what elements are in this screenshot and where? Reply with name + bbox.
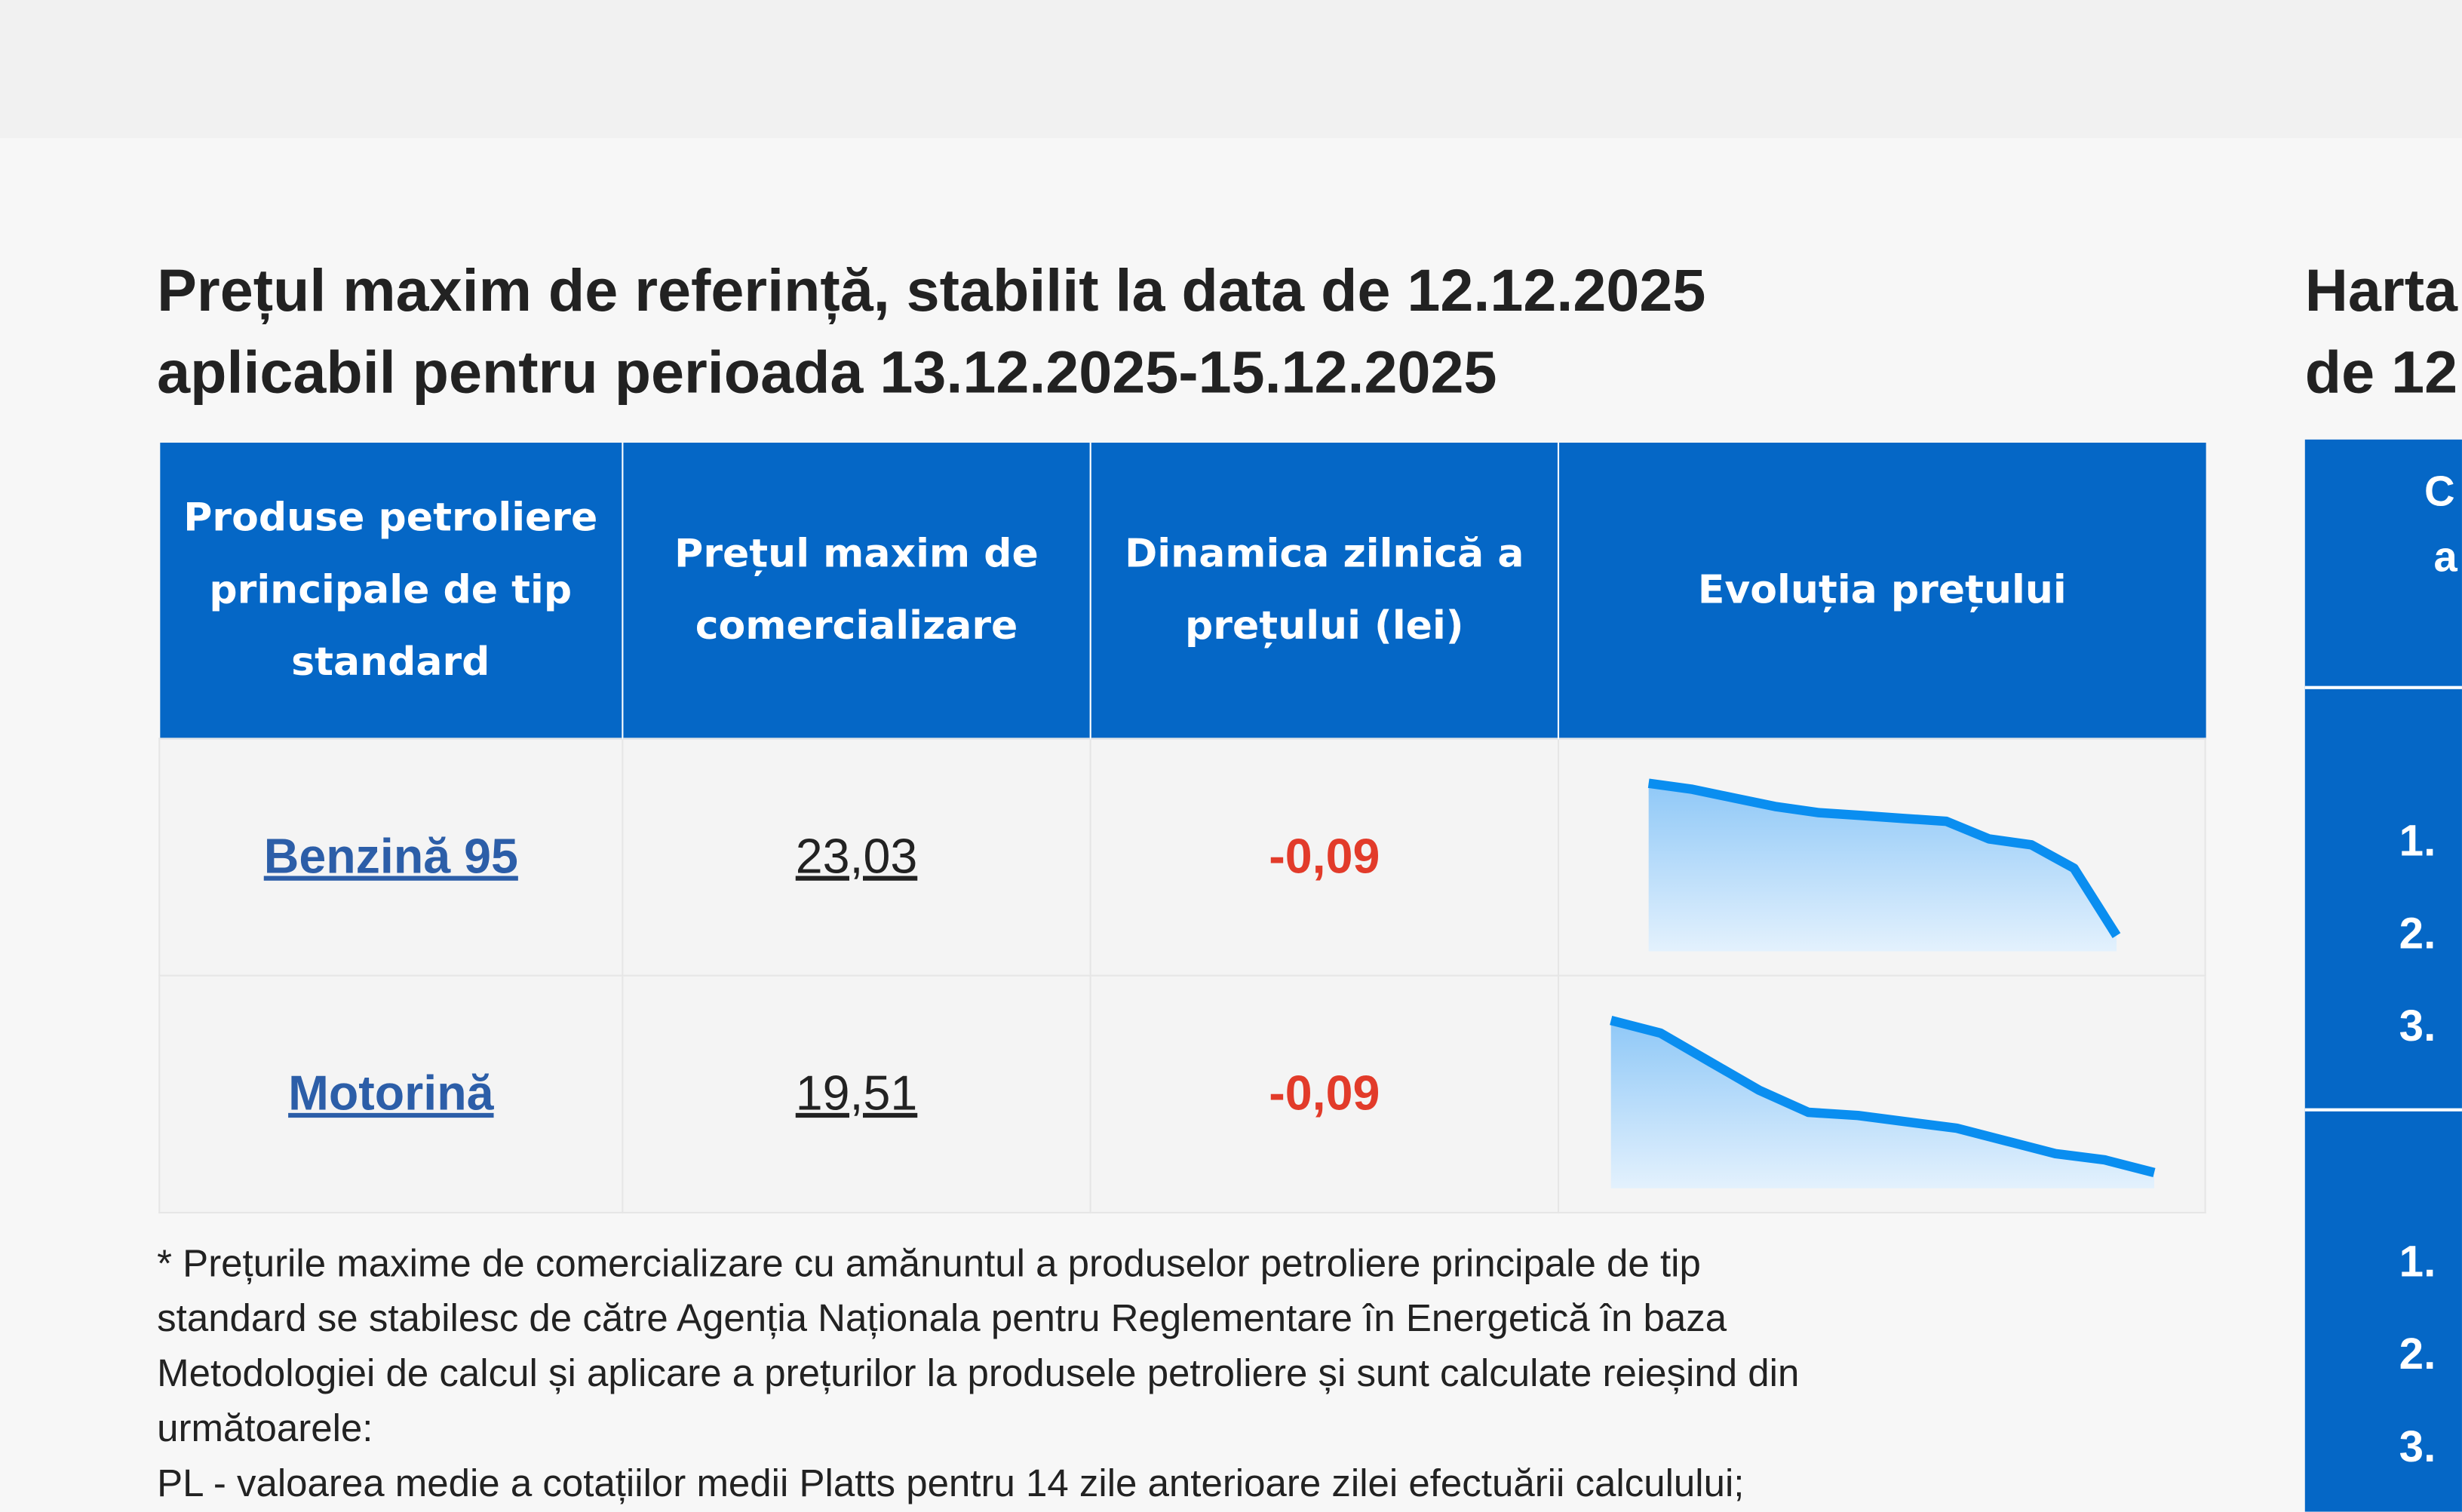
price-table: Produse petroliere principale de tip sta…	[158, 443, 2206, 1214]
sparkline-area	[1610, 1020, 2154, 1188]
price-change: -0,09	[1269, 829, 1380, 884]
list-number: 3.	[2399, 1422, 2436, 1471]
column-header: Dinamica zilnică a prețului (lei)	[1089, 443, 1558, 739]
side-title: Harta	[2304, 259, 2458, 325]
footnote: standard se stabilesc de către Agenția N…	[157, 1298, 1727, 1341]
list-number: 2.	[2399, 909, 2436, 958]
list-number: 1.	[2399, 1237, 2436, 1286]
section-title: aplicabil pentru perioada 13.12.2025-15.…	[157, 340, 1497, 407]
cell	[1557, 974, 2206, 1214]
table-row: Benzină 95 23,03 -0,09	[158, 738, 2206, 977]
column-header: Produse petroliere principale de tip sta…	[159, 443, 623, 739]
side-header: C	[2424, 468, 2455, 515]
footnote: * Prețurile maxime de comercializare cu …	[157, 1243, 1701, 1286]
product-link[interactable]: Motorină	[288, 1066, 494, 1121]
column-header: Evoluția prețului	[1557, 443, 2206, 739]
list-number: 1.	[2399, 816, 2436, 865]
side-table: C a 1. 2. 3. 1. 2. 3.	[2304, 439, 2462, 1512]
sparkline-line	[1610, 1015, 2156, 1178]
cell: Motorină	[158, 974, 624, 1214]
cell: -0,09	[1089, 974, 1560, 1214]
sparkline	[1647, 778, 2121, 952]
cell	[1557, 738, 2206, 977]
list-number: 3.	[2399, 1001, 2436, 1050]
price: 23,03	[795, 829, 918, 884]
footnote: următoarele:	[157, 1408, 373, 1451]
top-bar	[0, 0, 2462, 139]
cell: Benzină 95	[158, 738, 624, 977]
side-header: a	[2433, 533, 2457, 581]
cell: -0,09	[1089, 738, 1560, 977]
price: 19,51	[795, 1066, 918, 1121]
cell: 23,03	[622, 738, 1091, 977]
header-row: Produse petroliere principale de tip sta…	[159, 443, 2206, 739]
column-header: Prețul maxim de comercializare	[622, 443, 1091, 739]
sparkline-area	[1648, 783, 2117, 952]
side-title: de 12	[2304, 340, 2458, 407]
divider	[2304, 1108, 2462, 1112]
sparkline	[1610, 1015, 2156, 1188]
price-change: -0,09	[1269, 1066, 1380, 1121]
section-title: Prețul maxim de referință, stabilit la d…	[157, 259, 1706, 325]
cell: 19,51	[622, 974, 1091, 1214]
divider	[2304, 685, 2462, 689]
product-link[interactable]: Benzină 95	[263, 829, 518, 884]
footnote: Metodologiei de calcul și aplicare a pre…	[157, 1353, 1800, 1396]
list-number: 2.	[2399, 1330, 2436, 1379]
table-row: Motorină 19,51 -0,09	[158, 974, 2206, 1214]
footnote: PL - valoarea medie a cotațiilor medii P…	[157, 1463, 1745, 1506]
sparkline-line	[1647, 778, 2121, 938]
